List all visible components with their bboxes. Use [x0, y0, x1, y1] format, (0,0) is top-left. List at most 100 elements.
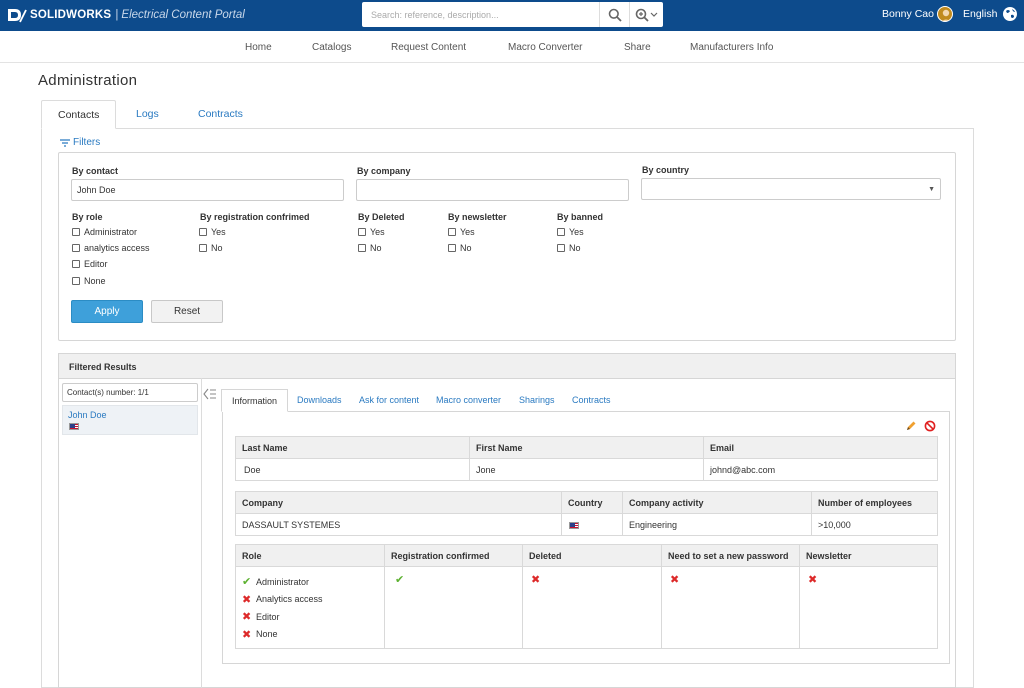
role-checkbox-administrator[interactable]: Administrator [72, 227, 137, 237]
th-role: Role [235, 544, 385, 567]
filter-box [58, 152, 956, 341]
checkbox-label: None [84, 276, 106, 286]
deleted-cell: ✖ [522, 566, 662, 649]
globe-icon[interactable] [1002, 6, 1018, 22]
advanced-search-button[interactable] [629, 2, 663, 27]
role-checkbox-analytics[interactable]: analytics access [72, 243, 150, 253]
search-input[interactable] [362, 2, 599, 27]
th-country: Country [561, 491, 623, 514]
subtab-macro-converter[interactable]: Macro converter [436, 395, 502, 405]
checkbox-icon [199, 244, 207, 252]
company-input[interactable] [356, 179, 629, 201]
cross-icon: ✖ [531, 574, 541, 586]
newsletter-checkbox-yes[interactable]: Yes [448, 227, 475, 237]
company-table: Company Country Company activity Number … [235, 491, 938, 536]
top-bar: SOLIDWORKS | Electrical Content Portal B… [0, 0, 1024, 31]
checkbox-icon [72, 228, 80, 236]
nav-catalogs[interactable]: Catalogs [312, 42, 352, 53]
registration-checkbox-no[interactable]: No [199, 243, 223, 253]
role-checkbox-none[interactable]: None [72, 276, 106, 286]
th-email: Email [703, 436, 938, 459]
nav-share[interactable]: Share [624, 42, 651, 53]
collapse-panel-icon[interactable] [203, 388, 217, 400]
last-name-value: Doe [235, 458, 470, 481]
tab-logs[interactable]: Logs [136, 108, 159, 120]
checkbox-label: analytics access [84, 243, 150, 253]
brand[interactable]: SOLIDWORKS | Electrical Content Portal [6, 6, 245, 24]
th-company-activity: Company activity [622, 491, 812, 514]
newsletter-cell: ✖ [799, 566, 938, 649]
by-company-label: By company [357, 166, 411, 176]
apply-button[interactable]: Apply [71, 300, 143, 323]
edit-pencil-icon[interactable] [905, 420, 917, 432]
checkbox-icon [72, 277, 80, 285]
checkbox-icon [557, 244, 565, 252]
avatar[interactable] [937, 6, 953, 22]
deleted-checkbox-yes[interactable]: Yes [358, 227, 385, 237]
ban-icon[interactable] [924, 420, 936, 432]
subtab-information[interactable]: Information [221, 389, 289, 412]
nav-macro-converter[interactable]: Macro Converter [508, 42, 583, 53]
nav-request-content[interactable]: Request Content [391, 42, 467, 53]
search-button[interactable] [599, 2, 629, 27]
deleted-checkbox-no[interactable]: No [358, 243, 382, 253]
checkbox-icon [72, 260, 80, 268]
country-select[interactable]: ▼ [641, 178, 941, 200]
us-flag-icon [569, 521, 579, 529]
registration-checkbox-yes[interactable]: Yes [199, 227, 226, 237]
table-row: ✔ Administrator ✖ Analytics access ✖ Editor… [235, 566, 938, 649]
by-role-label: By role [72, 212, 103, 222]
th-need-new-password: Need to set a new password [661, 544, 800, 567]
checkbox-label: Yes [370, 227, 385, 237]
chevron-down-icon: ▼ [928, 186, 935, 193]
cross-icon: ✖ [242, 593, 252, 606]
search-bar [362, 2, 663, 27]
contact-detail-panel [222, 411, 950, 664]
employees-value: >10,000 [811, 513, 938, 536]
tab-contracts[interactable]: Contracts [198, 108, 243, 120]
subtab-downloads[interactable]: Downloads [297, 395, 342, 405]
role-item: ✖ Analytics access [242, 591, 384, 609]
checkbox-icon [72, 244, 80, 252]
by-country-label: By country [642, 165, 690, 175]
nav-manufacturers-info[interactable]: Manufacturers Info [690, 42, 774, 53]
filters-toggle[interactable]: Filters [60, 137, 100, 148]
user-name[interactable]: Bonny Cao [882, 8, 934, 20]
subtab-contracts[interactable]: Contracts [572, 395, 611, 405]
nav-home[interactable]: Home [245, 42, 272, 53]
page-title: Administration [38, 72, 138, 89]
role-cell: ✔ Administrator ✖ Analytics access ✖ Editor… [235, 566, 385, 649]
role-name: None [256, 629, 278, 640]
reset-button[interactable]: Reset [151, 300, 223, 323]
table-header-row: Role Registration confirmed Deleted Need… [235, 544, 938, 567]
role-name: Analytics access [256, 594, 323, 605]
contact-name: John Doe [68, 410, 107, 420]
role-name: Editor [256, 611, 280, 622]
checkbox-icon [358, 244, 366, 252]
portal-name: | Electrical Content Portal [115, 9, 245, 21]
tab-contacts[interactable]: Contacts [41, 100, 116, 129]
subtab-ask-for-content[interactable]: Ask for content [359, 395, 420, 405]
checkbox-icon [199, 228, 207, 236]
newsletter-checkbox-no[interactable]: No [448, 243, 472, 253]
role-checkbox-editor[interactable]: Editor [72, 259, 108, 269]
checkbox-label: No [211, 243, 223, 253]
user-avatar-icon [942, 9, 950, 21]
company-activity-value: Engineering [622, 513, 812, 536]
banned-checkbox-no[interactable]: No [557, 243, 581, 253]
role-item: ✖ None [242, 626, 384, 644]
checkbox-label: Editor [84, 259, 108, 269]
main-nav: Home Catalogs Request Content Macro Conv… [0, 31, 1024, 63]
table-header-row: Company Country Company activity Number … [235, 491, 938, 514]
language-selector[interactable]: English [963, 8, 998, 20]
by-deleted-label: By Deleted [358, 212, 405, 222]
results-header: Filtered Results [59, 354, 955, 379]
identity-table: Last Name First Name Email Doe Jone john… [235, 436, 938, 481]
table-row: Doe Jone johnd@abc.com [235, 458, 938, 481]
list-item[interactable]: John Doe [62, 405, 198, 435]
cross-icon: ✖ [670, 574, 680, 586]
banned-checkbox-yes[interactable]: Yes [557, 227, 584, 237]
subtab-sharings[interactable]: Sharings [519, 395, 555, 405]
contact-count: Contact(s) number: 1/1 [62, 383, 198, 402]
contact-input[interactable] [71, 179, 344, 201]
